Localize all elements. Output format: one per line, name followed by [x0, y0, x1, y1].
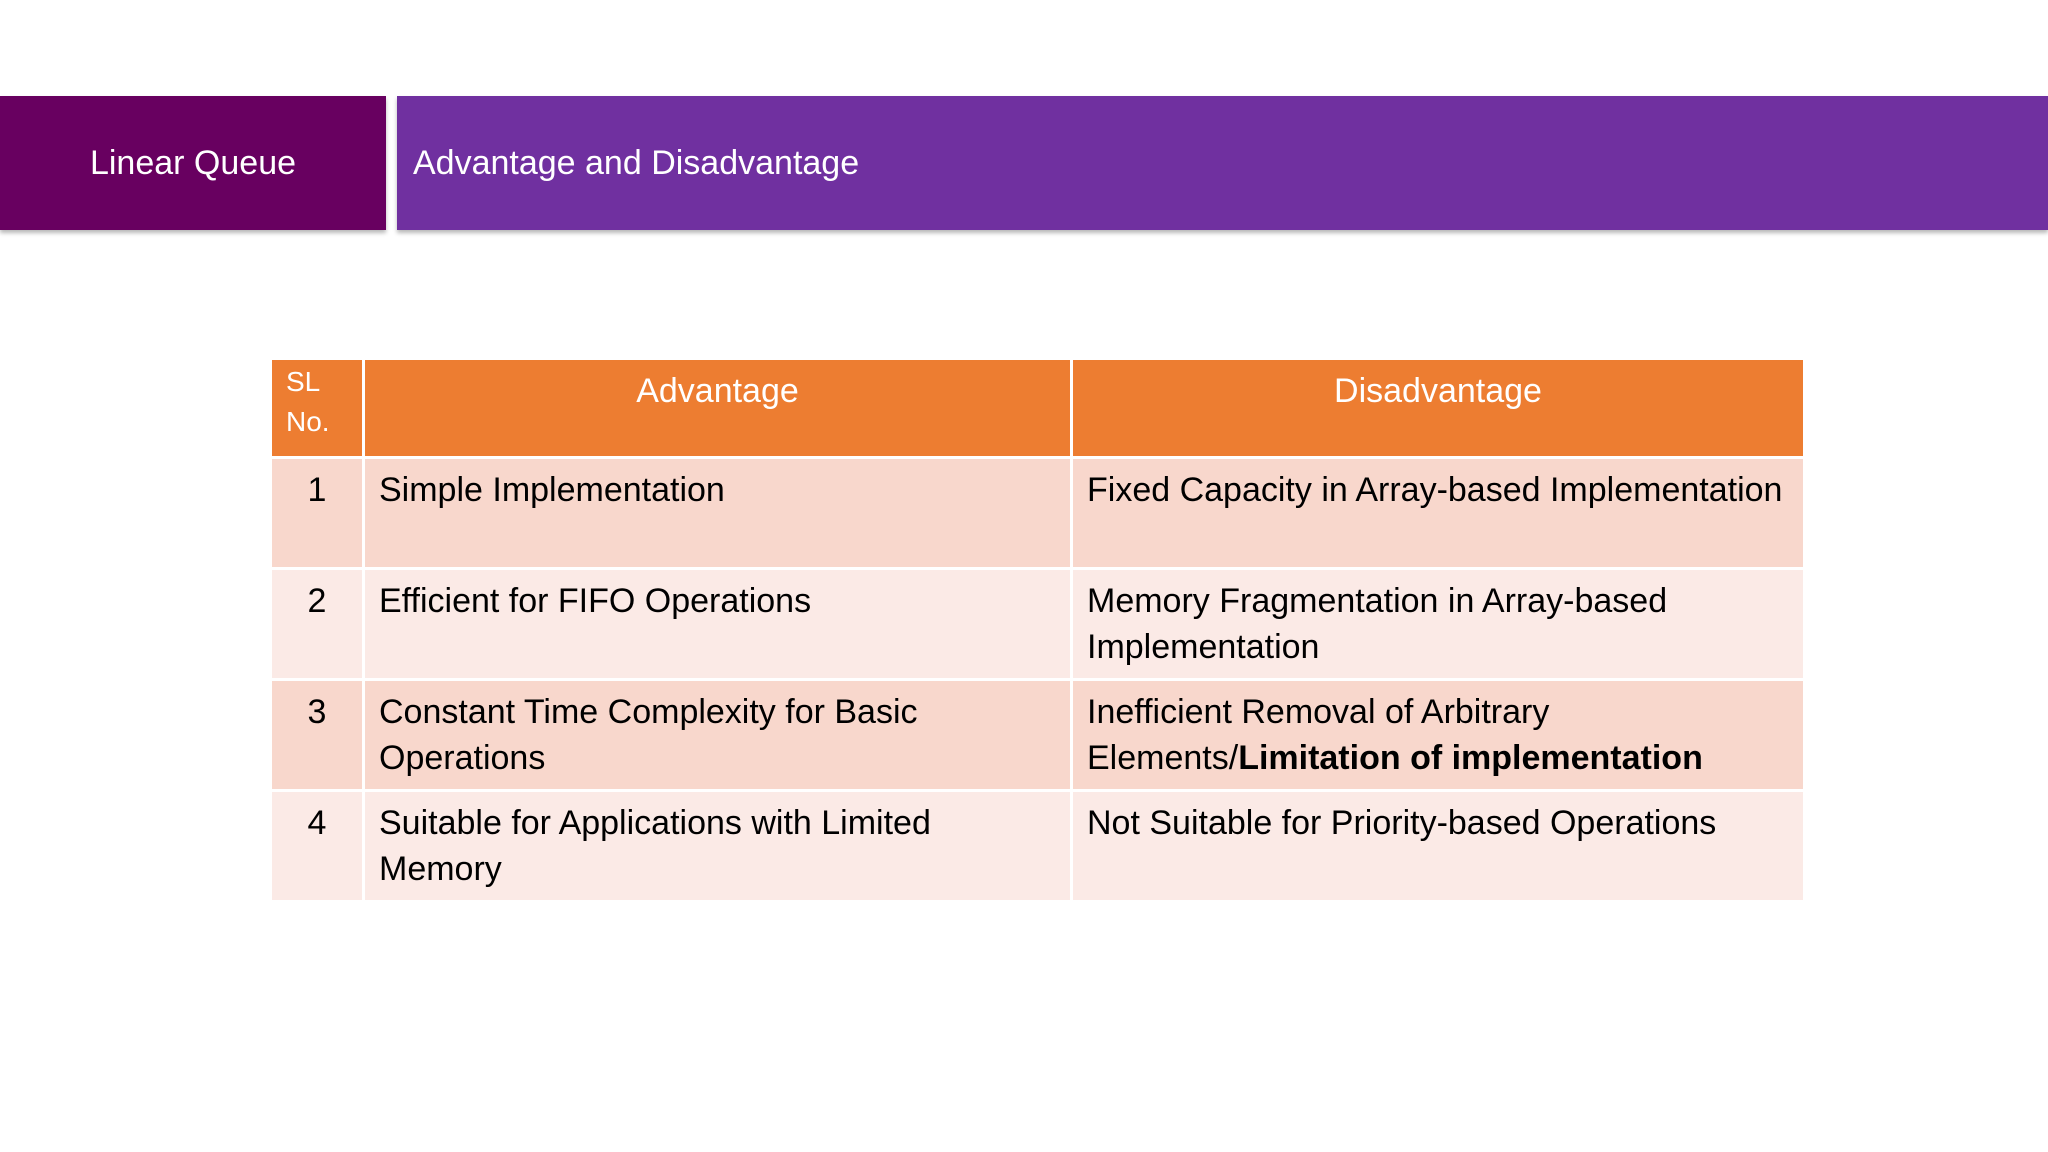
row-advantage: Constant Time Complexity for Basic Opera… [362, 678, 1073, 792]
table-row: 4 Suitable for Applications with Limited… [269, 789, 1806, 903]
disadvantage-text: Inefficient Removal of Arbitrary Element… [1087, 693, 1550, 777]
row-sl: 2 [269, 567, 365, 681]
disadvantage-text: Fixed Capacity in Array-based Implementa… [1087, 471, 1783, 509]
slide-title: Advantage and Disadvantage [413, 143, 860, 182]
row-sl: 4 [269, 789, 365, 903]
row-sl: 1 [269, 456, 365, 570]
row-disadvantage: Memory Fragmentation in Array-based Impl… [1070, 567, 1806, 681]
header-advantage: Advantage [362, 357, 1073, 459]
advantage-disadvantage-table: SL No. Advantage Disadvantage 1 Simple I… [269, 357, 1806, 903]
row-sl: 3 [269, 678, 365, 792]
row-disadvantage: Not Suitable for Priority-based Operatio… [1070, 789, 1806, 903]
table-row: 2 Efficient for FIFO Operations Memory F… [269, 567, 1806, 681]
row-disadvantage: Inefficient Removal of Arbitrary Element… [1070, 678, 1806, 792]
header-disadvantage: Disadvantage [1070, 357, 1806, 459]
disadvantage-text: Not Suitable for Priority-based Operatio… [1087, 804, 1717, 842]
section-banner: Linear Queue [0, 96, 386, 230]
row-disadvantage: Fixed Capacity in Array-based Implementa… [1070, 456, 1806, 570]
title-banner: Advantage and Disadvantage [397, 96, 2048, 230]
section-title: Linear Queue [89, 143, 297, 182]
row-advantage: Simple Implementation [362, 456, 1073, 570]
header-sl-no: SL No. [269, 357, 365, 459]
row-advantage: Efficient for FIFO Operations [362, 567, 1073, 681]
table-header-row: SL No. Advantage Disadvantage [269, 357, 1806, 459]
table-row: 3 Constant Time Complexity for Basic Ope… [269, 678, 1806, 792]
row-advantage: Suitable for Applications with Limited M… [362, 789, 1073, 903]
table-row: 1 Simple Implementation Fixed Capacity i… [269, 456, 1806, 570]
disadvantage-bold-text: Limitation of implementation [1238, 739, 1703, 777]
disadvantage-text: Memory Fragmentation in Array-based Impl… [1087, 582, 1668, 666]
